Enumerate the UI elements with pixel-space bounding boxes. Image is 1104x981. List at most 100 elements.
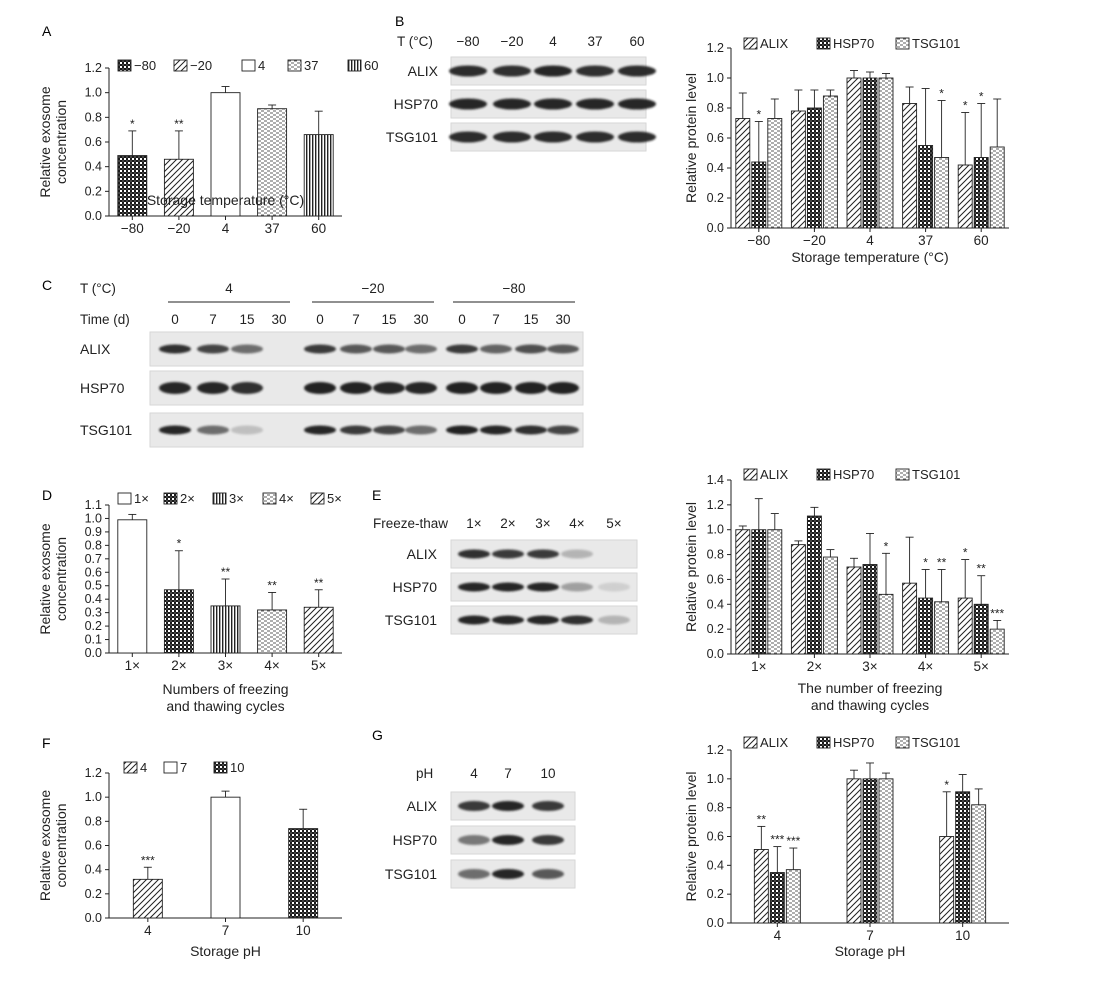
y-tick-label: 0.0 xyxy=(707,221,724,235)
blot-lane-label: 60 xyxy=(629,34,644,49)
blot-band xyxy=(618,131,656,143)
blot-band xyxy=(618,65,656,77)
legend-swatch xyxy=(816,37,831,50)
legend-swatch xyxy=(241,59,256,72)
y-axis-label: Relative protein level xyxy=(683,772,699,902)
legend-label: 10 xyxy=(230,760,244,775)
bar xyxy=(163,158,194,217)
x-tick-label: 1× xyxy=(125,658,140,673)
legend-swatch xyxy=(117,492,132,505)
x-axis-label: and thawing cycles xyxy=(811,697,929,713)
y-tick-label: 0.8 xyxy=(707,801,724,815)
x-axis-label: Storage temperature (°C) xyxy=(147,192,304,208)
y-tick-label: 0.2 xyxy=(85,887,102,901)
y-tick-label: 0.3 xyxy=(85,606,102,620)
x-tick-label: 3× xyxy=(862,659,877,674)
x-tick-label: 37 xyxy=(265,221,280,236)
blot-time-label: 7 xyxy=(352,312,360,327)
blot-time-label: 30 xyxy=(555,312,570,327)
blot-band xyxy=(576,98,614,110)
significance-label: *** xyxy=(990,606,1004,620)
significance-label: ** xyxy=(267,578,277,592)
bar xyxy=(785,869,801,924)
legend-swatch xyxy=(743,736,758,749)
blot-lane-label: 10 xyxy=(540,766,555,781)
blot-band xyxy=(458,835,490,845)
blot-protein-label: HSP70 xyxy=(393,832,438,848)
blot-header: T (°C) xyxy=(80,281,116,296)
blot-protein-label: ALIX xyxy=(407,798,438,814)
blot-time-label: 15 xyxy=(523,312,538,327)
y-tick-label: 1.2 xyxy=(707,498,724,512)
x-axis-label: Numbers of freezing xyxy=(162,681,288,697)
legend-swatch xyxy=(895,736,910,749)
blot-band xyxy=(340,425,372,435)
x-axis-label: The number of freezing xyxy=(798,680,943,696)
bar xyxy=(735,118,751,229)
blot-protein-label: TSG101 xyxy=(80,422,132,438)
y-tick-label: 0.6 xyxy=(85,839,102,853)
blot-band xyxy=(340,344,372,354)
bar xyxy=(288,828,319,919)
legend-label: ALIX xyxy=(760,36,789,51)
y-tick-label: 1.0 xyxy=(85,86,102,100)
x-tick-label: 4 xyxy=(866,233,874,248)
panel-label-b: B xyxy=(395,13,404,29)
legend-label: HSP70 xyxy=(833,735,874,750)
blot-band xyxy=(534,65,572,77)
bar xyxy=(806,515,822,655)
blot-band xyxy=(515,344,547,354)
legend-swatch xyxy=(262,492,277,505)
x-tick-label: 2× xyxy=(807,659,822,674)
x-tick-label: −80 xyxy=(747,233,770,248)
y-tick-label: 0.6 xyxy=(707,131,724,145)
chart-a: 0.0 0.2 0.4 0.6 0.8 1.0 1.2 Relative exosome con… xyxy=(37,58,378,236)
blot-protein-label: HSP70 xyxy=(80,380,125,396)
y-tick-label: 0.4 xyxy=(707,161,724,175)
y-tick-label: 0.0 xyxy=(707,916,724,930)
blot-lane-label: 3× xyxy=(535,516,550,531)
y-tick-label: 0.2 xyxy=(85,619,102,633)
legend-swatch xyxy=(743,468,758,481)
blot-temp-label: −20 xyxy=(362,281,385,296)
y-tick-label: 0.4 xyxy=(85,592,102,606)
blot-band xyxy=(449,131,487,143)
panel-label-f: F xyxy=(42,735,51,751)
significance-label: *** xyxy=(770,833,784,847)
panel-label-a: A xyxy=(42,23,52,39)
y-axis-label: Relative protein level xyxy=(683,73,699,203)
x-tick-label: 5× xyxy=(973,659,988,674)
blot-band xyxy=(515,382,547,394)
chart-g: 0.0 0.2 0.4 0.6 0.8 1.0 1.2 Relative protein le… xyxy=(683,735,1009,959)
legend-label: 60 xyxy=(364,58,378,73)
bar xyxy=(939,836,955,924)
blot-band xyxy=(598,615,630,625)
blot-band xyxy=(458,615,490,625)
legend-swatch xyxy=(163,492,178,505)
blot-protein-label: TSG101 xyxy=(385,866,437,882)
blot-time-label: 0 xyxy=(458,312,466,327)
bar xyxy=(117,155,148,217)
legend-label: TSG101 xyxy=(912,36,960,51)
y-tick-label: 0.2 xyxy=(707,887,724,901)
blot-lane-label: −20 xyxy=(501,34,524,49)
y-tick-label: 0.9 xyxy=(85,525,102,539)
bar xyxy=(790,110,806,229)
blot-band xyxy=(458,801,490,811)
legend-swatch xyxy=(287,59,302,72)
bar xyxy=(210,605,241,654)
bar xyxy=(862,778,878,924)
x-tick-label: 10 xyxy=(296,923,311,938)
legend-swatch xyxy=(173,59,188,72)
blot-lane-label: 4 xyxy=(470,766,478,781)
bar xyxy=(210,796,241,919)
significance-label: * xyxy=(963,99,968,113)
blot-band xyxy=(493,98,531,110)
bar xyxy=(303,134,334,217)
blot-time-label: 7 xyxy=(209,312,217,327)
blot-lane-label: 37 xyxy=(587,34,602,49)
bar xyxy=(989,628,1005,655)
y-tick-label: 0.4 xyxy=(85,863,102,877)
legend-swatch xyxy=(310,492,325,505)
